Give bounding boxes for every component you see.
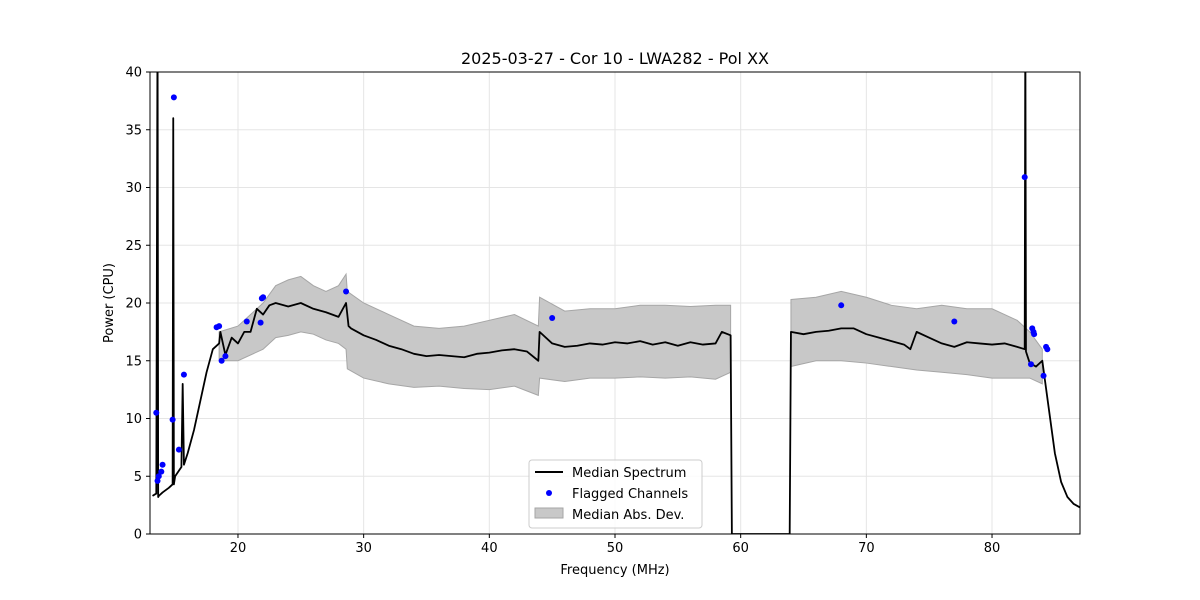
y-tick-label: 5 (134, 470, 142, 485)
x-tick-label: 40 (481, 541, 498, 556)
flagged-point (951, 318, 958, 325)
flagged-point (257, 319, 264, 326)
y-tick-label: 15 (125, 354, 142, 369)
flagged-point (159, 461, 166, 468)
y-tick-label: 25 (125, 239, 142, 254)
flagged-point (154, 477, 161, 484)
x-tick-label: 70 (858, 541, 875, 556)
flagged-point (1044, 346, 1051, 353)
flagged-point (1027, 361, 1034, 368)
flagged-point (838, 302, 845, 309)
chart-title: 2025-03-27 - Cor 10 - LWA282 - Pol XX (461, 49, 769, 68)
x-tick-label: 60 (732, 541, 749, 556)
y-axis-label: Power (CPU) (102, 263, 117, 343)
legend-median-label: Median Spectrum (572, 466, 686, 481)
median-spectrum (152, 72, 1080, 534)
flagged-point (243, 318, 250, 325)
flagged-point (218, 357, 225, 364)
y-axis: 0 5 10 15 20 25 30 35 40 (125, 66, 150, 543)
legend-flagged-swatch (546, 490, 552, 496)
flagged-point (216, 323, 223, 330)
legend-flagged-label: Flagged Channels (572, 487, 688, 502)
flagged-point (260, 294, 267, 301)
flagged-point (153, 409, 160, 416)
y-tick-label: 0 (134, 528, 142, 543)
flagged-point (1031, 331, 1038, 338)
flagged-point (155, 473, 162, 480)
mad-band (218, 272, 1043, 397)
x-tick-label: 20 (230, 541, 247, 556)
legend: Median Spectrum Flagged Channels Median … (528, 459, 703, 529)
flagged-point (180, 371, 187, 378)
flagged-point (222, 353, 229, 360)
flagged-point (1040, 372, 1047, 379)
mad-band-segment (790, 290, 1043, 385)
y-tick-label: 10 (125, 412, 142, 427)
x-axis: 20 30 40 50 60 70 80 (230, 534, 1001, 556)
mad-band-segment (218, 272, 732, 397)
y-tick-label: 30 (125, 181, 142, 196)
legend-band-label: Median Abs. Dev. (572, 508, 684, 523)
flagged-point (549, 315, 556, 322)
x-axis-label: Frequency (MHz) (560, 563, 669, 578)
flagged-point (1021, 174, 1028, 181)
flagged-point (343, 288, 350, 295)
flagged-point (170, 94, 177, 101)
x-tick-label: 50 (607, 541, 624, 556)
flagged-channels (153, 94, 1051, 484)
y-tick-label: 35 (125, 123, 142, 138)
x-tick-label: 80 (984, 541, 1001, 556)
y-tick-label: 20 (125, 297, 142, 312)
flagged-point (169, 416, 176, 423)
legend-box (528, 459, 703, 529)
x-tick-label: 30 (355, 541, 372, 556)
flagged-point (175, 446, 182, 453)
flagged-point (158, 468, 165, 475)
y-tick-label: 40 (125, 66, 142, 81)
median-spectrum-line (152, 72, 1080, 534)
legend-band-swatch (534, 507, 564, 519)
